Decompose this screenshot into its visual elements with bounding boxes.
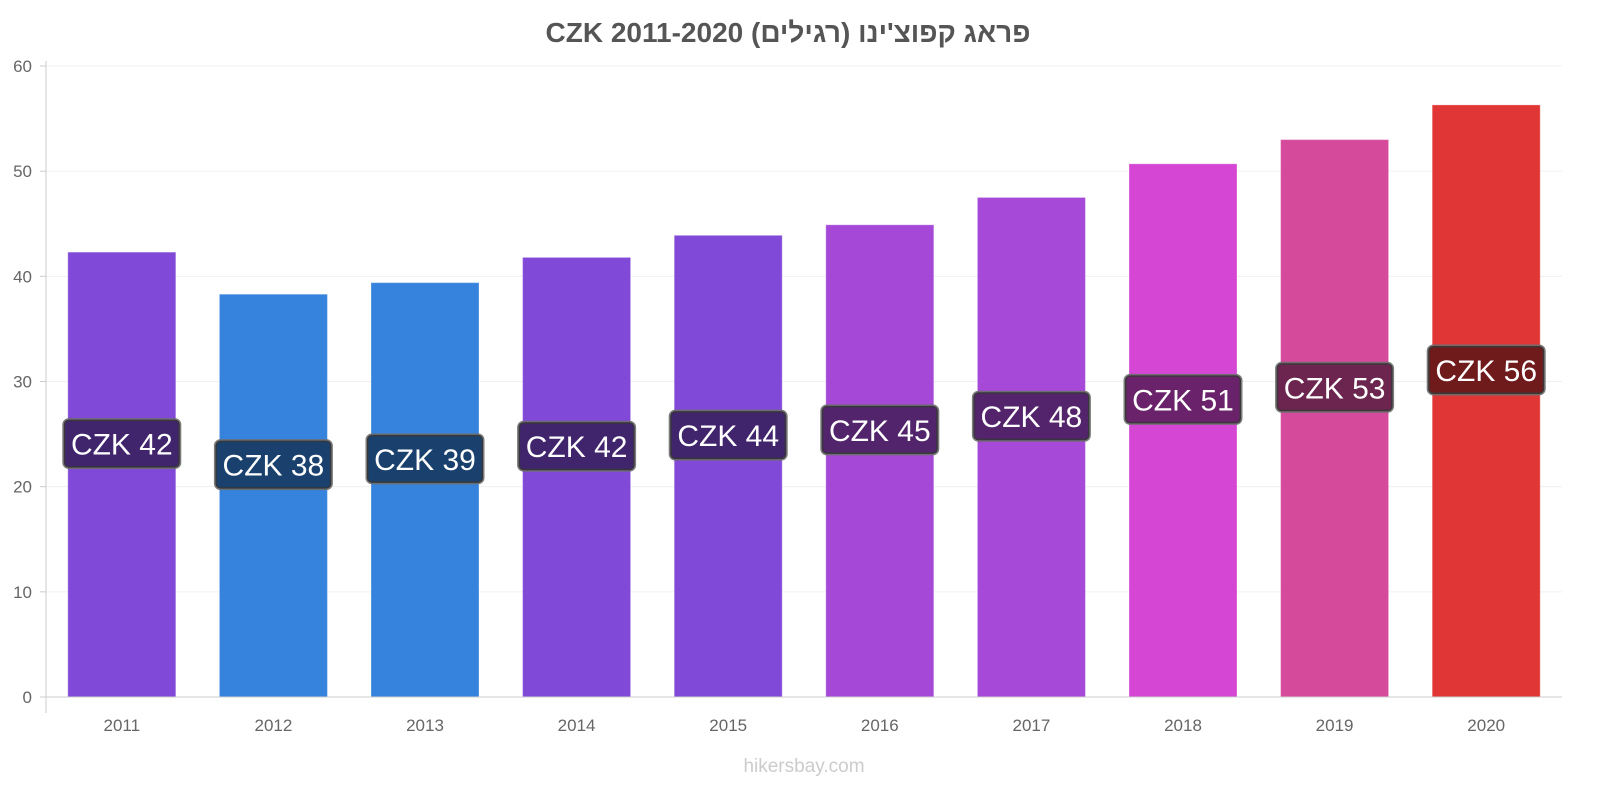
x-tick-label: 2011: [104, 716, 141, 735]
y-tick-label: 10: [13, 583, 32, 602]
data-label-text: CZK 39: [374, 444, 476, 477]
data-label-shade: [367, 434, 483, 483]
data-label-text: CZK 44: [677, 420, 779, 453]
data-label: CZK 42: [517, 420, 637, 472]
data-label-shade: [518, 422, 635, 471]
y-tick-label: 0: [23, 688, 32, 707]
data-label-shade: [1276, 363, 1393, 412]
bar: [218, 293, 328, 698]
data-label-text: CZK 42: [71, 429, 173, 462]
bar: [1128, 163, 1238, 698]
data-label-text: CZK 48: [981, 401, 1083, 434]
data-label-shade: [1428, 345, 1545, 394]
bar: [522, 256, 632, 698]
y-tick-label: 20: [13, 478, 32, 497]
bar: [673, 234, 783, 698]
bar: [1431, 104, 1541, 698]
y-tick-label: 40: [13, 267, 32, 286]
data-label-text: CZK 53: [1284, 372, 1386, 405]
x-tick-label: 2013: [406, 716, 444, 735]
x-tick-label: 2019: [1316, 716, 1354, 735]
y-tick-label: 60: [13, 57, 32, 76]
bar: [370, 282, 480, 698]
data-label-text: CZK 42: [526, 431, 628, 464]
data-label-shade: [1125, 375, 1241, 424]
bar: [67, 251, 177, 698]
data-label: CZK 44: [668, 409, 788, 461]
bar: [1280, 139, 1390, 698]
watermark: hikersbay.com: [743, 756, 864, 777]
bar: [976, 196, 1086, 698]
data-label-text: CZK 56: [1435, 355, 1537, 388]
data-label-shade: [63, 419, 180, 468]
x-tick-label: 2016: [861, 716, 899, 735]
data-label: CZK 42: [62, 418, 182, 470]
data-label: CZK 48: [971, 390, 1091, 442]
chart-title: פראג קפוצ'ינו (רגילים) CZK 2011-2020: [546, 17, 1031, 48]
bar: [825, 224, 935, 698]
data-label-text: CZK 45: [829, 415, 931, 448]
x-tick-label: 2020: [1467, 716, 1505, 735]
data-label: CZK 56: [1426, 344, 1546, 396]
data-label: CZK 53: [1275, 361, 1395, 413]
data-label-text: CZK 51: [1132, 384, 1234, 417]
data-label: CZK 38: [213, 439, 333, 491]
x-tick-label: 2017: [1012, 716, 1050, 735]
x-tick-label: 2015: [709, 716, 747, 735]
data-label-shade: [821, 405, 938, 454]
data-label-shade: [215, 440, 332, 489]
y-tick-label: 30: [13, 373, 32, 392]
data-label: CZK 39: [365, 433, 485, 485]
x-tick-label: 2014: [558, 716, 596, 735]
data-label: CZK 45: [820, 404, 940, 456]
x-tick-label: 2012: [254, 716, 292, 735]
x-tick-label: 2018: [1164, 716, 1202, 735]
data-label: CZK 51: [1123, 373, 1243, 425]
data-label-text: CZK 38: [223, 450, 325, 483]
y-tick-label: 50: [13, 162, 32, 181]
data-label-shade: [670, 411, 787, 460]
data-label-shade: [973, 392, 1090, 441]
